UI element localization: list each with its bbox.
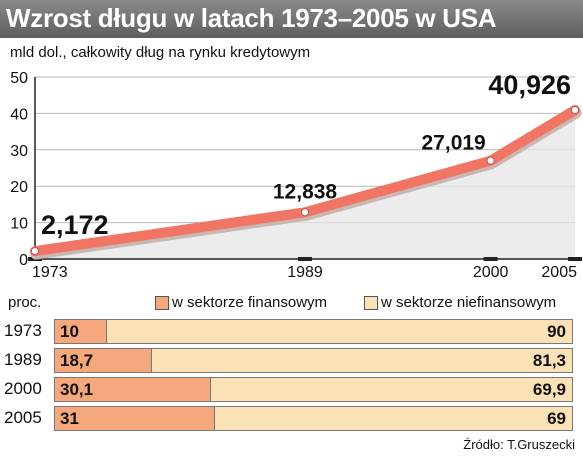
- source-note: Źródło: T.Gruszecki: [463, 437, 575, 452]
- x-tick-mark: [568, 257, 582, 261]
- data-label: 40,926: [488, 70, 571, 100]
- bar-financial-value: 18,7: [60, 351, 94, 370]
- bar-category-label: 1973: [4, 321, 42, 340]
- legend-swatch-nonfinancial: [364, 296, 378, 310]
- bar-category-label: 1989: [4, 350, 42, 369]
- bar-legend: proc. w sektorze finansowym w sektorze n…: [0, 291, 583, 315]
- y-tick-label: 30: [10, 143, 28, 160]
- y-tick-label: 0: [19, 252, 28, 269]
- bar-category-label: 2005: [4, 408, 42, 427]
- x-tick-label: 1989: [287, 264, 323, 281]
- data-point: [486, 156, 495, 165]
- bar-category-label: 2000: [4, 379, 42, 398]
- data-point: [570, 105, 580, 115]
- bar-nonfinancial-value: 69: [547, 409, 566, 428]
- legend-label-nonfinancial: w sektorze niefinansowym: [381, 294, 557, 311]
- bar-financial-value: 10: [60, 322, 79, 341]
- bar-financial-value: 30,1: [60, 380, 94, 399]
- x-tick-mark: [483, 257, 498, 261]
- chart-subtitle: mld dol., całkowity dług na rynku kredyt…: [10, 44, 311, 61]
- y-tick-label: 20: [10, 179, 28, 196]
- bar-nonfinancial-segment: 30,1 69,9: [54, 377, 573, 402]
- header-bar: Wzrost długu w latach 1973–2005 w USA: [0, 0, 583, 38]
- y-tick-label: 50: [10, 70, 28, 87]
- x-tick-label: 2000: [473, 264, 509, 281]
- bar-nonfinancial-value: 90: [547, 322, 566, 341]
- bar-nonfinancial-segment: 31 69: [54, 406, 573, 431]
- bar-row: 1973 10 90: [0, 317, 583, 346]
- bar-nonfinancial-value: 69,9: [532, 380, 566, 399]
- bar-nonfinancial-value: 81,3: [532, 351, 566, 370]
- y-tick-label: 10: [10, 216, 28, 233]
- bar-nonfinancial-segment: 10 90: [54, 319, 573, 344]
- legend-swatch-financial: [155, 296, 169, 310]
- x-tick-label: 2005: [541, 264, 577, 281]
- bar-financial-value: 31: [60, 409, 79, 428]
- x-tick-label: 1973: [32, 264, 68, 281]
- data-label: 27,019: [422, 132, 486, 155]
- bar-axis-label: proc.: [8, 294, 42, 311]
- bar-financial-segment: [55, 320, 107, 343]
- bar-row: 2005 31 69: [0, 404, 583, 433]
- bar-row: 2000 30,1 69,9: [0, 375, 583, 404]
- area-under-line: [35, 110, 575, 259]
- bar-financial-segment: [55, 407, 216, 430]
- debt-line-chart: 0 10 20 30 40 50 1973 1989 2000 2005 2,172 12,838 27…: [10, 70, 582, 281]
- data-label: 2,172: [41, 210, 109, 240]
- bar-financial-segment: [55, 349, 152, 372]
- legend-label-financial: w sektorze finansowym: [172, 294, 328, 311]
- bar-nonfinancial-segment: 18,7 81,3: [54, 348, 573, 373]
- data-point: [300, 208, 310, 217]
- bar-financial-segment: [55, 378, 211, 401]
- bar-row: 1989 18,7 81,3: [0, 346, 583, 375]
- chart-title: Wzrost długu w latach 1973–2005 w USA: [6, 3, 497, 33]
- data-point: [30, 246, 40, 256]
- series-line: [30, 105, 580, 257]
- data-label: 12,838: [273, 180, 338, 203]
- y-tick-label: 40: [10, 106, 28, 123]
- x-tick-mark: [298, 257, 312, 261]
